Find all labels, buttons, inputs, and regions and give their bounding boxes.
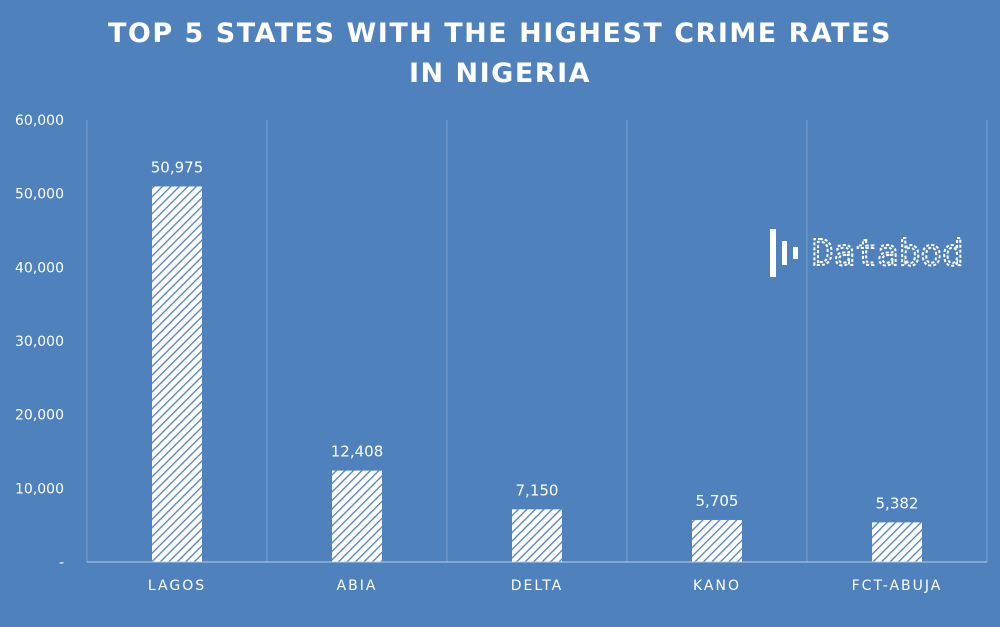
x-tick-label: DELTA xyxy=(511,578,564,594)
x-axis-labels: LAGOS ABIA DELTA KANO FCT-ABUJA xyxy=(148,578,943,594)
y-tick-label: - xyxy=(59,555,64,571)
bar-kano xyxy=(692,519,742,562)
y-tick-label: 60,000 xyxy=(15,113,64,129)
gridlines xyxy=(86,120,988,562)
data-label: 7,150 xyxy=(516,481,559,499)
x-tick-label: LAGOS xyxy=(148,578,206,594)
y-tick-label: 50,000 xyxy=(15,187,64,203)
y-tick-label: 30,000 xyxy=(15,334,64,350)
data-label: 5,382 xyxy=(876,494,919,512)
x-tick-label: ABIA xyxy=(337,578,378,594)
y-tick-label: 20,000 xyxy=(15,408,64,424)
bar-fct-abuja xyxy=(872,522,922,562)
bar-lagos xyxy=(152,186,202,562)
chart-title: TOP 5 STATES WITH THE HIGHEST CRIME RATE… xyxy=(108,18,892,89)
watermark-text: Databod xyxy=(812,233,964,274)
databod-logo: Databod xyxy=(770,229,965,277)
data-label: 50,975 xyxy=(151,158,204,176)
data-labels: 50,975 12,408 7,150 5,705 5,382 xyxy=(151,158,919,512)
bars xyxy=(152,186,922,562)
y-tick-label: 40,000 xyxy=(15,260,64,276)
bar-delta xyxy=(512,509,562,562)
data-label: 5,705 xyxy=(696,492,739,510)
data-label: 12,408 xyxy=(331,443,384,461)
x-tick-label: FCT-ABUJA xyxy=(852,578,943,594)
bar-abia xyxy=(332,470,382,562)
y-tick-label: 10,000 xyxy=(15,481,64,497)
y-axis-ticks: - 10,000 20,000 30,000 40,000 50,000 60,000 xyxy=(15,113,64,571)
x-tick-label: KANO xyxy=(693,578,741,594)
